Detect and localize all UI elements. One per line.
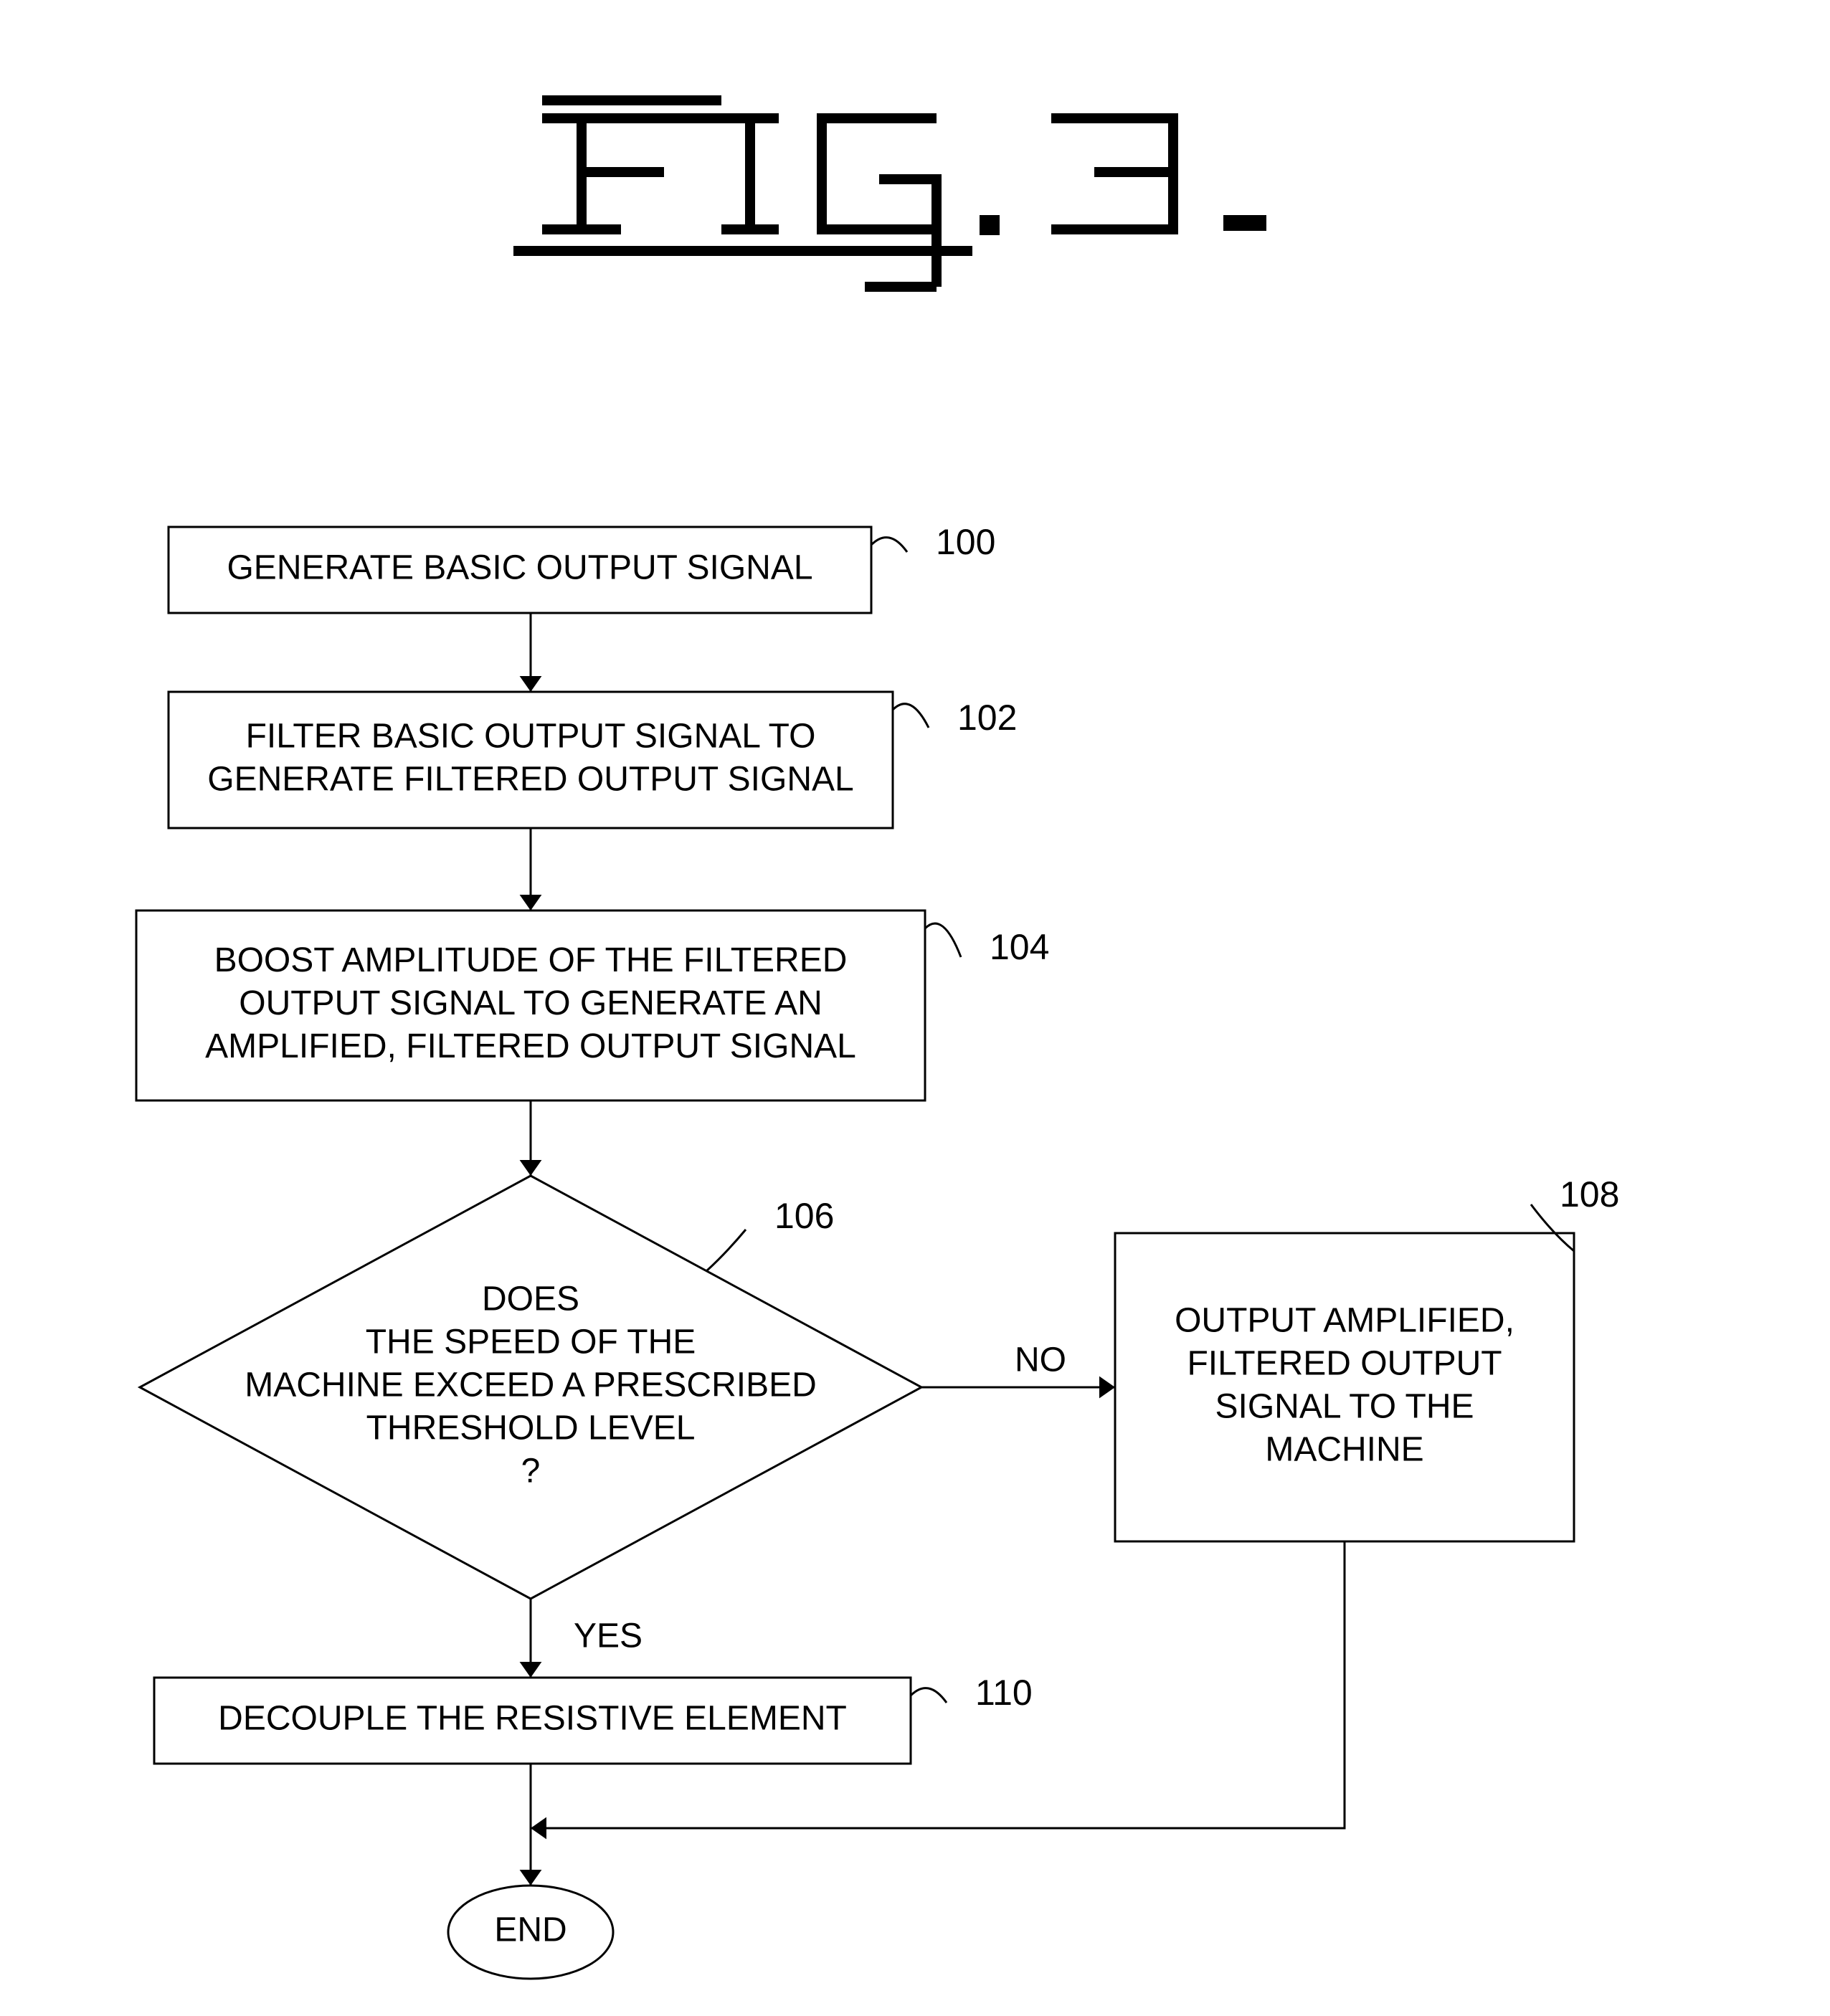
svg-text:DECOUPLE THE RESISTIVE ELEMENT: DECOUPLE THE RESISTIVE ELEMENT <box>218 1700 847 1738</box>
svg-text:FILTERED OUTPUT: FILTERED OUTPUT <box>1187 1345 1502 1383</box>
svg-text:NO: NO <box>1015 1341 1066 1379</box>
svg-text:104: 104 <box>990 927 1049 967</box>
svg-text:110: 110 <box>975 1673 1033 1713</box>
edge-n106-n110: YES <box>531 1599 643 1678</box>
svg-text:OUTPUT SIGNAL TO GENERATE AN: OUTPUT SIGNAL TO GENERATE AN <box>239 984 822 1022</box>
svg-text:?: ? <box>521 1452 541 1490</box>
svg-text:100: 100 <box>936 522 995 562</box>
svg-text:THRESHOLD LEVEL: THRESHOLD LEVEL <box>366 1409 696 1447</box>
edge-n106-n108: NO <box>921 1341 1115 1387</box>
svg-text:THE SPEED OF THE: THE SPEED OF THE <box>366 1323 696 1361</box>
svg-text:END: END <box>494 1911 566 1949</box>
svg-text:AMPLIFIED, FILTERED OUTPUT SIG: AMPLIFIED, FILTERED OUTPUT SIGNAL <box>205 1027 856 1065</box>
figure-title <box>513 100 1266 287</box>
svg-text:DOES: DOES <box>482 1280 579 1318</box>
svg-text:SIGNAL TO THE: SIGNAL TO THE <box>1215 1388 1474 1426</box>
svg-text:102: 102 <box>957 698 1017 738</box>
svg-text:106: 106 <box>774 1196 834 1236</box>
svg-text:GENERATE FILTERED OUTPUT SIGNA: GENERATE FILTERED OUTPUT SIGNAL <box>207 761 853 799</box>
svg-text:FILTER BASIC OUTPUT SIGNAL TO: FILTER BASIC OUTPUT SIGNAL TO <box>246 718 816 756</box>
svg-text:OUTPUT AMPLIFIED,: OUTPUT AMPLIFIED, <box>1175 1302 1514 1340</box>
svg-text:108: 108 <box>1560 1174 1619 1214</box>
svg-text:BOOST AMPLITUDE OF THE FILTERE: BOOST AMPLITUDE OF THE FILTERED <box>214 941 848 979</box>
svg-text:GENERATE BASIC OUTPUT SIGNAL: GENERATE BASIC OUTPUT SIGNAL <box>227 549 812 587</box>
svg-text:MACHINE EXCEED A PRESCRIBED: MACHINE EXCEED A PRESCRIBED <box>245 1366 817 1404</box>
edge-n108-end <box>531 1541 1345 1828</box>
svg-text:YES: YES <box>574 1617 643 1655</box>
svg-text:MACHINE: MACHINE <box>1265 1431 1423 1469</box>
